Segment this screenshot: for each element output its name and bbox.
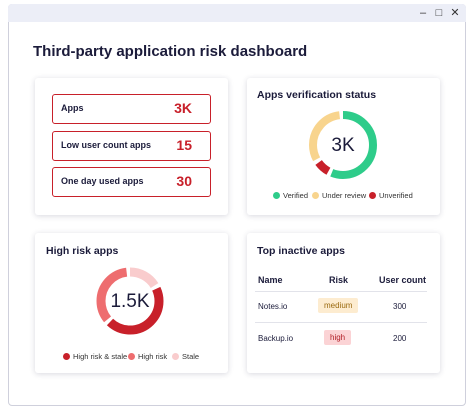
title-bar bbox=[8, 4, 466, 22]
column-header: Risk bbox=[329, 275, 349, 285]
verification-card bbox=[247, 78, 440, 215]
row-label: One day used apps bbox=[61, 176, 144, 186]
summary-row: Apps 3K bbox=[52, 94, 211, 124]
verification-donut: 3K bbox=[309, 111, 377, 179]
summary-card bbox=[35, 78, 228, 215]
row-label: Low user count apps bbox=[61, 140, 152, 150]
summary-row: One day used apps 30 bbox=[52, 167, 211, 197]
donut-center: 1.5K bbox=[110, 291, 149, 312]
row-value: 3K bbox=[174, 100, 192, 116]
legend-label: Unverified bbox=[379, 191, 413, 200]
cell: Notes.io bbox=[258, 302, 288, 311]
donut-segment bbox=[96, 267, 164, 335]
legend-label: High risk & stale bbox=[73, 352, 128, 361]
cell: Backup.io bbox=[258, 334, 294, 343]
cell: 300 bbox=[393, 302, 407, 311]
high-risk-donut: 1.5K bbox=[96, 267, 164, 335]
summary-row: Low user count apps 15 bbox=[52, 131, 211, 161]
legend-item: Stale bbox=[172, 352, 199, 361]
divider bbox=[255, 291, 427, 292]
close-button[interactable]: ✕ bbox=[450, 7, 460, 19]
card-title: Apps verification status bbox=[257, 89, 377, 101]
risk-badge: high bbox=[324, 330, 352, 345]
card-title: High risk apps bbox=[46, 245, 119, 257]
donut-segment bbox=[309, 111, 377, 179]
donut-segment bbox=[96, 267, 164, 335]
cell: 200 bbox=[393, 334, 407, 343]
row-label: Apps bbox=[61, 103, 84, 113]
card-title: Top inactive apps bbox=[257, 245, 345, 257]
column-header: User count bbox=[379, 275, 427, 285]
legend-label: Under review bbox=[322, 191, 367, 200]
donut-center: 3K bbox=[331, 135, 355, 156]
legend-item: Unverified bbox=[369, 191, 413, 200]
high-risk-card bbox=[35, 233, 228, 373]
legend-label: Stale bbox=[182, 352, 200, 361]
legend-item: Verified bbox=[273, 191, 308, 200]
legend-label: High risk bbox=[138, 352, 168, 361]
legend-item: High risk bbox=[128, 352, 167, 361]
legend-label: Verified bbox=[283, 191, 309, 200]
row-value: 30 bbox=[176, 173, 192, 189]
donut-segment bbox=[309, 111, 377, 179]
maximize-button[interactable]: □ bbox=[435, 7, 443, 19]
legend-item: High risk & stale bbox=[63, 352, 127, 361]
dashboard-title: Third-party application risk dashboard bbox=[33, 43, 308, 60]
minimize-button[interactable]: – bbox=[419, 7, 427, 19]
risk-badge: medium bbox=[318, 298, 359, 313]
divider bbox=[255, 322, 427, 323]
column-header: Name bbox=[258, 275, 283, 285]
donut-segment bbox=[96, 267, 164, 335]
legend-item: Under review bbox=[312, 191, 366, 200]
row-value: 15 bbox=[176, 137, 192, 153]
